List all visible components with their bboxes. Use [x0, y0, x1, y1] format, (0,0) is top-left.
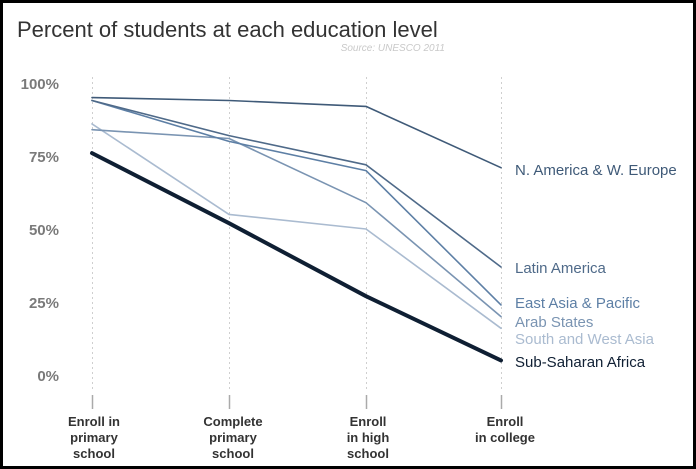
chart-container: Percent of students at each education le…	[3, 3, 693, 466]
series-label-n-america-and-w-europe: N. America & W. Europe	[515, 162, 677, 179]
x-axis: Enroll in primary school Complete primary sch…	[68, 414, 535, 461]
series-labels: N. America & W. Europe Latin America East …	[515, 162, 677, 371]
series-line-arab-states	[91, 128, 502, 318]
line-chart: 100% 75% 50% 25% 0% N. America & W. Europe La…	[21, 76, 677, 461]
y-tick-label: 100%	[21, 76, 59, 93]
series-line-south-and-west-asia	[91, 123, 502, 330]
y-axis: 100% 75% 50% 25% 0%	[21, 76, 59, 385]
x-tick-label: Enroll in primary school	[68, 414, 120, 461]
series-line-east-asia-and-pacific	[91, 99, 502, 306]
x-tick-label: Enroll in college	[475, 414, 535, 445]
chart-source: Source: UNESCO 2011	[340, 43, 445, 54]
x-tick-label: Complete primary school	[203, 414, 262, 461]
series-label-east-asia-and-pacific: East Asia & Pacific	[515, 295, 641, 312]
series-label-latin-america: Latin America	[515, 260, 607, 277]
series-lines	[90, 96, 503, 363]
y-tick-label: 25%	[29, 295, 59, 312]
series-label-arab-states: Arab States	[515, 314, 593, 331]
series-line-sub-saharan-africa	[90, 151, 503, 363]
series-line-latin-america	[91, 99, 502, 268]
series-line-n-america-and-w-europe	[91, 96, 502, 169]
x-tick-label: Enroll in high school	[347, 414, 390, 461]
y-tick-label: 50%	[29, 222, 59, 239]
series-label-sub-saharan-africa: Sub-Saharan Africa	[515, 354, 646, 371]
series-label-south-and-west-asia: South and West Asia	[515, 331, 655, 348]
y-tick-label: 0%	[37, 368, 59, 385]
category-guides	[91, 77, 503, 409]
y-tick-label: 75%	[29, 149, 59, 166]
chart-title: Percent of students at each education le…	[17, 17, 438, 42]
